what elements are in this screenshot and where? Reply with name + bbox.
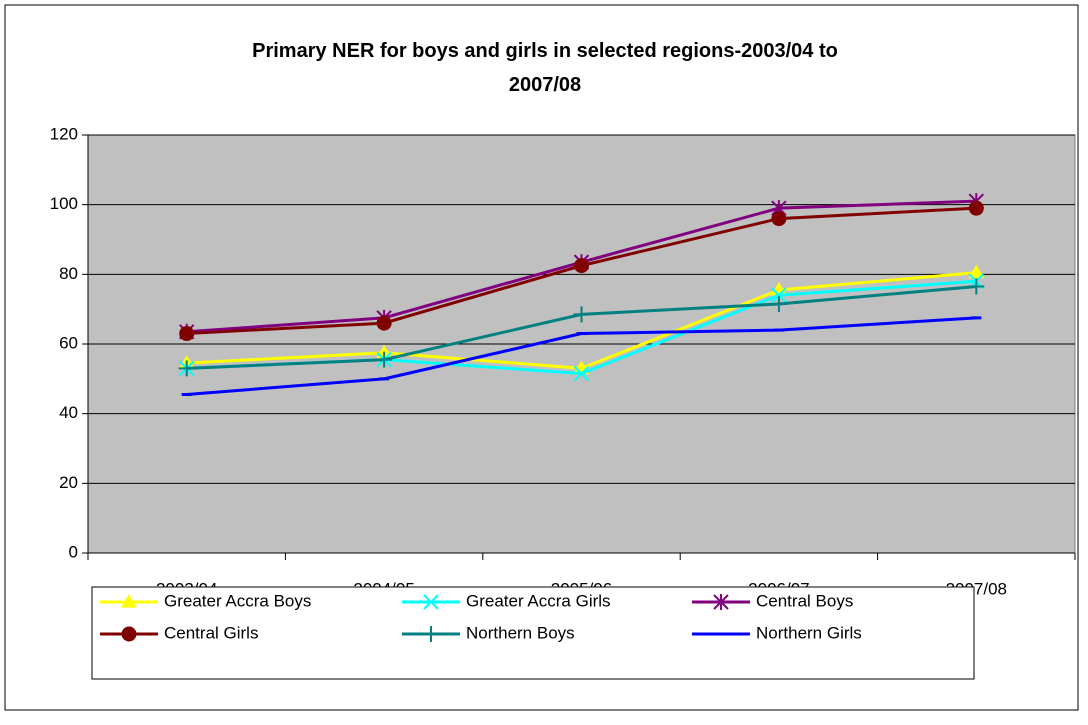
data-point [574,258,589,274]
y-tick-label: 60 [59,333,78,352]
legend-marker [121,626,137,642]
legend-marker [423,594,439,610]
data-point [178,360,195,377]
legend-label: Central Girls [164,623,258,642]
y-tick-label: 120 [50,124,78,143]
data-point [573,306,590,323]
legend-label: Northern Girls [756,623,862,642]
legend [91,586,975,680]
data-point [376,315,392,331]
data-point [573,365,590,382]
legend-label: Greater Accra Boys [164,591,311,610]
legend-marker [423,626,439,642]
y-tick-label: 100 [50,194,78,213]
data-point [770,295,787,312]
data-point [968,264,985,279]
chart-title: Primary NER for boys and girls in select… [252,40,838,96]
data-point [376,351,393,368]
series [181,316,982,397]
legend-label: Greater Accra Girls [466,591,611,610]
y-tick-label: 80 [59,264,78,283]
series [179,200,984,342]
data-point [968,200,984,216]
y-tick-label: 40 [59,403,78,422]
legend-marker [121,594,137,608]
data-point [771,211,787,227]
series [178,278,985,377]
data-point [968,278,985,295]
data-point [179,326,195,342]
data-point [771,287,787,303]
y-tick-label: 0 [69,542,78,561]
legend-label: Central Boys [756,591,853,610]
legend-label: Northern Boys [466,623,575,642]
legend-marker [713,594,729,610]
y-tick-label: 20 [59,473,78,492]
